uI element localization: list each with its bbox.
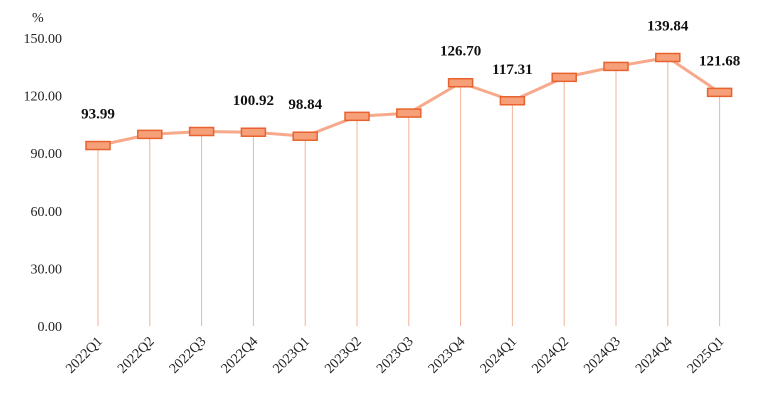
data-point (706, 87, 733, 98)
x-tick-label: 2022Q3 (167, 334, 210, 377)
y-tick-label: 120.00 (24, 90, 63, 105)
data-label: 93.99 (81, 107, 115, 123)
data-labels: 93.99 100.92 98.84 126.70 117.31 139.84 121.68 (81, 19, 740, 123)
x-tick-label: 2023Q4 (426, 334, 469, 377)
data-point (240, 127, 267, 137)
x-tick-label: 2023Q2 (322, 334, 365, 377)
y-tick-label: 90.00 (31, 147, 63, 162)
x-tick-label: 2024Q4 (633, 334, 676, 377)
data-label: 100.92 (233, 93, 274, 109)
data-point (344, 111, 370, 122)
data-point (551, 72, 577, 83)
data-point (396, 108, 422, 118)
data-label: 121.68 (699, 53, 740, 69)
x-tick-label: 2024Q2 (530, 334, 573, 377)
x-tick-label: 2022Q4 (219, 334, 262, 377)
data-point (499, 96, 526, 106)
data-label: 98.84 (288, 97, 322, 113)
x-tick-label: 2022Q1 (63, 334, 106, 377)
data-label: 126.70 (440, 44, 481, 60)
y-tick-label: 60.00 (31, 205, 63, 220)
x-tick-label: 2023Q3 (374, 334, 417, 377)
data-point (137, 129, 163, 140)
y-tick-label: 30.00 (31, 262, 63, 277)
data-point (85, 140, 111, 151)
x-axis: 2022Q1 2022Q2 2022Q3 2022Q4 2023Q1 2023Q2 2023… (63, 334, 727, 377)
data-point (292, 131, 318, 141)
markers (85, 52, 733, 151)
x-tick-label: 2024Q1 (478, 334, 521, 377)
y-tick-label: 0.00 (38, 320, 63, 335)
data-label: 139.84 (647, 19, 689, 35)
x-tick-label: 2025Q1 (685, 334, 728, 377)
y-axis: 0.00 30.00 60.00 90.00 120.00 150.00 (24, 32, 63, 335)
drop-lines (97, 57, 721, 326)
y-tick-label: 150.00 (24, 32, 63, 47)
data-point (188, 126, 215, 137)
x-tick-label: 2023Q1 (271, 334, 314, 377)
data-label: 117.31 (492, 62, 532, 78)
x-tick-label: 2024Q3 (581, 334, 624, 377)
data-point (447, 77, 474, 88)
data-point (655, 52, 681, 63)
y-unit-label: % (32, 11, 44, 26)
x-tick-label: 2022Q2 (115, 334, 158, 377)
data-point (603, 61, 629, 72)
